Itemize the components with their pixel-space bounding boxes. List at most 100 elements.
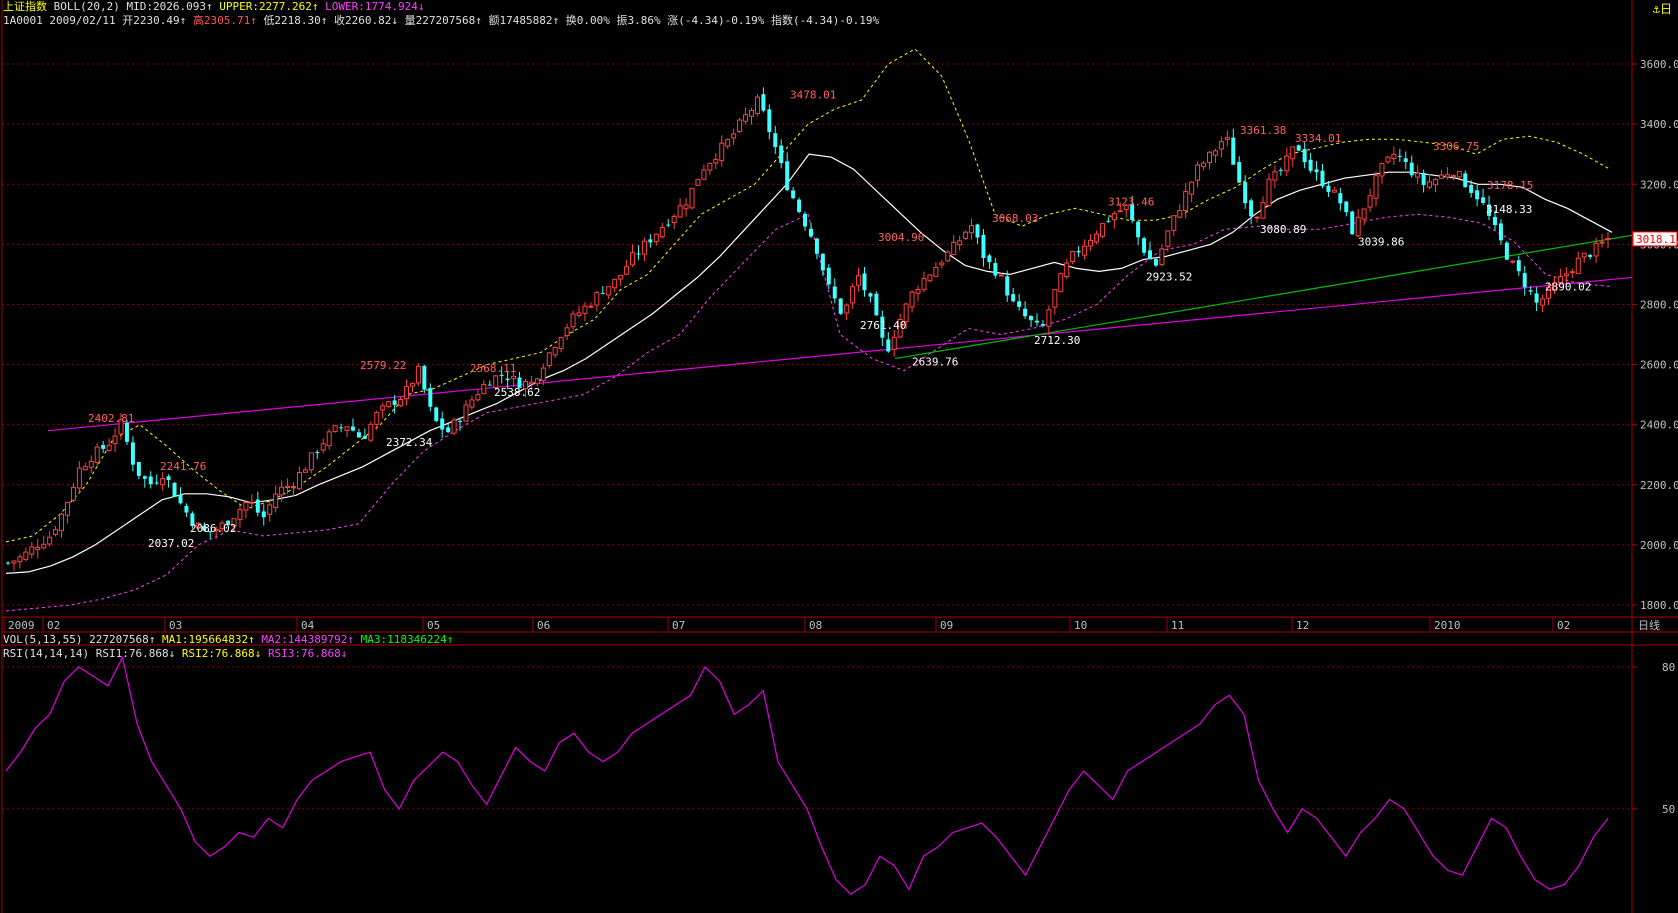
candle-body-up (1444, 174, 1450, 178)
candle-body-down (791, 190, 796, 199)
low-annotation: 3080.89 (1260, 223, 1306, 236)
candle-body-up (1201, 162, 1207, 168)
candle-body-down (993, 263, 998, 276)
candle-body-up (267, 504, 273, 515)
date-tick-label: 02 (1557, 619, 1570, 632)
candle-body-up (59, 513, 65, 532)
open-price: 开2230.49↑ (122, 14, 187, 27)
candle-body-up (475, 394, 481, 401)
rsi1-value: RSI1:76.868↓ (95, 647, 176, 660)
candle-body-down (1588, 254, 1593, 257)
candle-body-up (927, 274, 933, 282)
candle-body-up (903, 303, 909, 323)
date-tick-label: 03 (169, 619, 182, 632)
candle-body-up (653, 233, 659, 243)
indicator-label: BOLL(20,2) (53, 0, 120, 13)
date-tick-label: 11 (1171, 619, 1184, 632)
candle-body-up (618, 274, 624, 280)
candle-body-up (285, 485, 291, 489)
candle-body-up (469, 399, 475, 408)
low-annotation: 3148.33 (1486, 203, 1532, 216)
candle-body-up (998, 274, 1004, 277)
candle-body-up (748, 109, 754, 117)
candle-body-up (909, 291, 915, 308)
candle-body-up (82, 466, 88, 471)
candle-body-up (291, 486, 297, 489)
price-tick-label: 3600.00 (1640, 58, 1678, 71)
candle-body-up (1254, 216, 1260, 219)
candle-body-down (1076, 250, 1081, 253)
candle-body-up (1088, 239, 1094, 247)
candle-body-up (386, 401, 392, 407)
candle-body-up (1456, 171, 1462, 178)
candle-body-down (422, 365, 427, 390)
boll-mid: MID:2026.093↑ (126, 0, 213, 13)
candle-body-down (226, 520, 231, 525)
candle-body-down (1106, 220, 1111, 222)
candle-body-up (106, 444, 112, 451)
candle-body-up (249, 501, 255, 504)
candle-body-up (969, 225, 975, 234)
candle-body-up (273, 493, 279, 508)
code-date: 1A0001 2009/02/11 (3, 14, 116, 27)
candle-body-up (606, 286, 612, 296)
candle-body-up (1070, 251, 1076, 263)
candle-body-down (838, 298, 843, 314)
candle-body-down (1481, 197, 1486, 203)
candle-body-up (64, 502, 70, 516)
price-tick-label: 2600.00 (1640, 359, 1678, 372)
candle-body-up (195, 522, 201, 529)
candle-body-up (689, 187, 695, 209)
candle-body-up (1123, 204, 1129, 211)
candle-body-up (1052, 289, 1058, 308)
candle-body-up (1415, 172, 1421, 178)
candle-body-up (897, 318, 903, 338)
index-name[interactable]: 上证指数 (3, 0, 47, 13)
candle-body-down (1516, 260, 1521, 272)
price-tick-label: 2000.00 (1640, 539, 1678, 552)
candle-body-up (94, 446, 100, 463)
candle-body-up (725, 139, 731, 147)
candle-body-down (505, 378, 510, 381)
candle-body-up (53, 529, 59, 535)
candle-body-up (1563, 273, 1569, 277)
candle-body-up (29, 546, 35, 555)
candle-body-up (1433, 179, 1439, 186)
anchor-day-icon[interactable]: ⚓日 (1652, 2, 1672, 16)
candle-body-up (1212, 150, 1218, 156)
candle-body-up (1064, 262, 1070, 278)
candle-body-up (915, 288, 921, 294)
candle-body-down (1344, 201, 1349, 213)
candle-body-down (350, 426, 355, 431)
candle-body-up (368, 423, 374, 441)
rsi3-value: RSI3:76.868↓ (267, 647, 348, 660)
candle-body-down (446, 427, 451, 433)
price-tick-label: 2200.00 (1640, 479, 1678, 492)
candle-body-down (1005, 276, 1010, 296)
candle-body-down (981, 234, 986, 258)
candle-body-down (124, 422, 129, 442)
candle-body-down (142, 476, 147, 479)
candle-body-up (76, 467, 82, 489)
bollinger-bands (5, 48, 1613, 612)
high-annotation: 2579.22 (360, 359, 406, 372)
candle-body-down (1326, 185, 1331, 192)
rsi-label[interactable]: RSI(14,14,14) (3, 647, 90, 660)
candle-body-up (17, 556, 23, 563)
candle-body-up (88, 460, 94, 468)
candle-body-up (231, 518, 237, 527)
amplitude: 振3.86% (616, 14, 661, 27)
candle-body-down (862, 273, 867, 291)
candle-body-down (1249, 200, 1254, 217)
candle-body-down (1011, 294, 1016, 302)
candle-body-up (1093, 233, 1099, 243)
candle-body-up (219, 522, 225, 530)
candle-body-down (1278, 169, 1283, 171)
low-annotation: 2037.02 (148, 537, 194, 550)
candle-body-up (534, 378, 540, 385)
candle-body-down (136, 461, 141, 476)
date-tick-label: 2009 (8, 619, 35, 632)
vol-label[interactable]: VOL(5,13,55) (3, 633, 83, 646)
date-tick-label: 07 (672, 619, 685, 632)
candle-body-up (70, 486, 76, 501)
